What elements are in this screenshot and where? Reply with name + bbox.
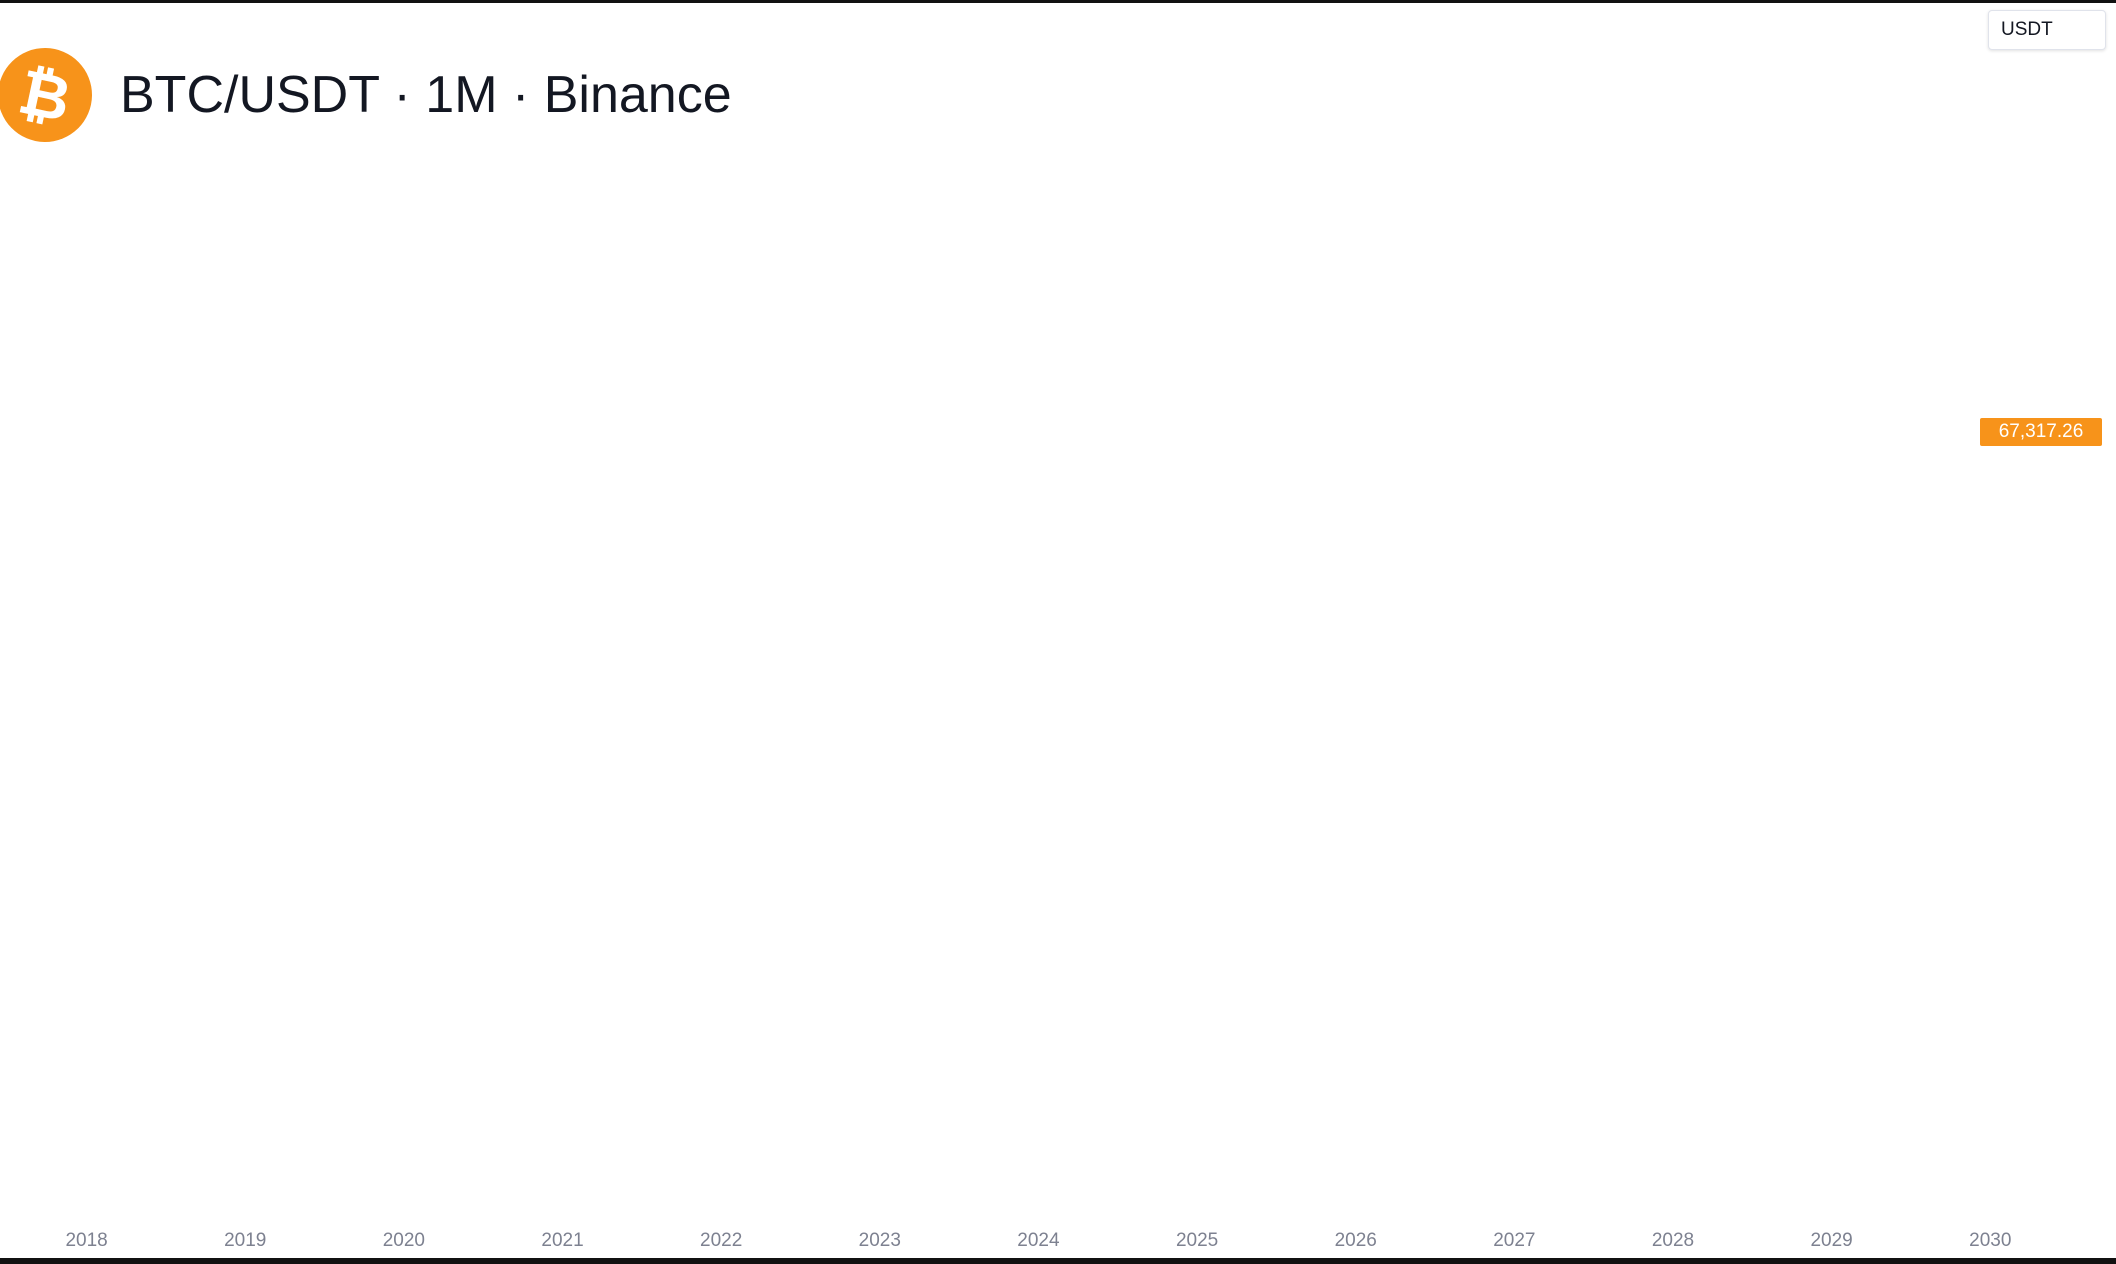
x-tick-label: 2020 (383, 1230, 425, 1251)
x-tick-label: 2027 (1493, 1230, 1535, 1251)
x-tick-label: 2019 (224, 1230, 266, 1251)
bottom-border (0, 1258, 2116, 1264)
x-tick-label: 2024 (1017, 1230, 1060, 1251)
x-tick-label: 2021 (541, 1230, 583, 1251)
x-tick-label: 2028 (1652, 1230, 1694, 1251)
x-tick-label: 2025 (1176, 1230, 1218, 1251)
x-axis[interactable]: 2018 2019 2020 2021 2022 2023 2024 2025 2026 2027… (65, 1230, 2011, 1251)
top-border (0, 0, 2116, 3)
chart-header: ₿ BTC/USDT · 1M · Binance (0, 39, 732, 151)
current-price-label: 67,317.26 (1980, 418, 2102, 446)
x-tick-label: 2030 (1969, 1230, 2011, 1251)
x-tick-label: 2026 (1335, 1230, 1377, 1251)
x-tick-label: 2022 (700, 1230, 742, 1251)
x-tick-label: 2029 (1810, 1230, 1852, 1251)
symbol-title[interactable]: BTC/USDT · 1M · Binance (120, 66, 732, 124)
x-tick-label: 2018 (65, 1230, 107, 1251)
currency-unit-button[interactable]: USDT (1988, 10, 2106, 50)
bitcoin-logo-icon: ₿ (0, 39, 101, 151)
x-tick-label: 2023 (859, 1230, 901, 1251)
